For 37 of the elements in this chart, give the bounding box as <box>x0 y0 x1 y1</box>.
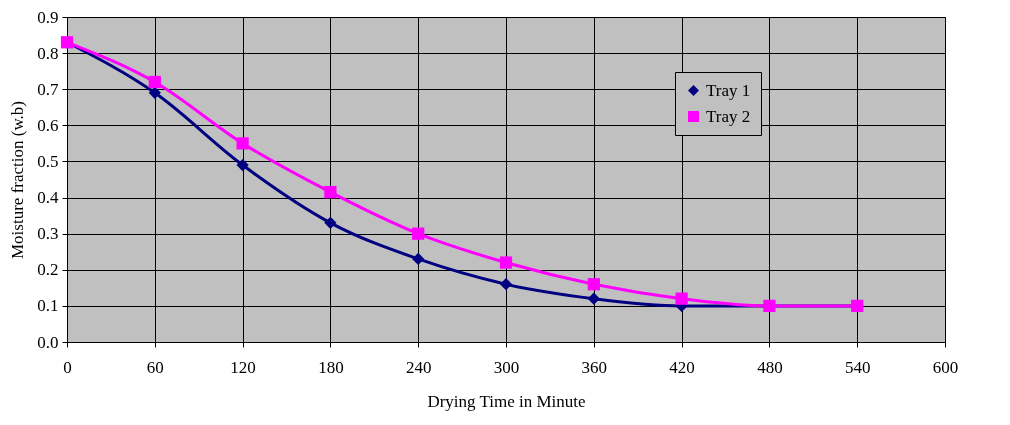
point <box>499 278 513 291</box>
point <box>236 158 249 172</box>
point <box>324 186 337 199</box>
x-tick-label: 480 <box>757 357 783 377</box>
y-axis-title: Moisture fraction (w.b) <box>8 101 28 259</box>
point <box>236 137 249 150</box>
x-tick-label: 120 <box>230 357 256 377</box>
y-tick-label: 0.9 <box>37 7 59 27</box>
point <box>412 227 425 240</box>
x-tick-label: 420 <box>669 357 695 377</box>
x-tick-label: 180 <box>318 357 344 377</box>
y-tick-label: 0.0 <box>37 332 59 352</box>
point <box>675 292 688 305</box>
x-tick-label: 240 <box>405 357 432 377</box>
point <box>587 292 600 305</box>
x-tick-label: 60 <box>146 357 164 377</box>
y-tick-label: 0.6 <box>37 115 59 135</box>
point <box>587 278 600 291</box>
x-axis-title: Drying Time in Minute <box>427 391 586 411</box>
x-tick-label: 600 <box>932 357 959 377</box>
point <box>412 252 425 266</box>
legend-label: Tray 1 <box>706 80 751 100</box>
y-tick-label: 0.7 <box>37 79 59 99</box>
point <box>499 256 513 269</box>
x-tick-label: 540 <box>844 357 871 377</box>
y-tick-label: 0.5 <box>37 151 59 171</box>
x-tick-label: 300 <box>493 357 520 377</box>
x-tick-label: 360 <box>581 357 608 377</box>
y-tick-label: 0.4 <box>37 188 59 208</box>
point <box>324 216 337 229</box>
y-tick-label: 0.8 <box>37 43 59 63</box>
legend-label: Tray 2 <box>706 106 751 126</box>
y-tick-label: 0.1 <box>37 296 59 316</box>
point <box>148 75 161 89</box>
y-tick-label: 0.2 <box>37 260 59 280</box>
x-tick-label: 0 <box>63 357 72 377</box>
y-tick-label: 0.3 <box>37 224 59 244</box>
